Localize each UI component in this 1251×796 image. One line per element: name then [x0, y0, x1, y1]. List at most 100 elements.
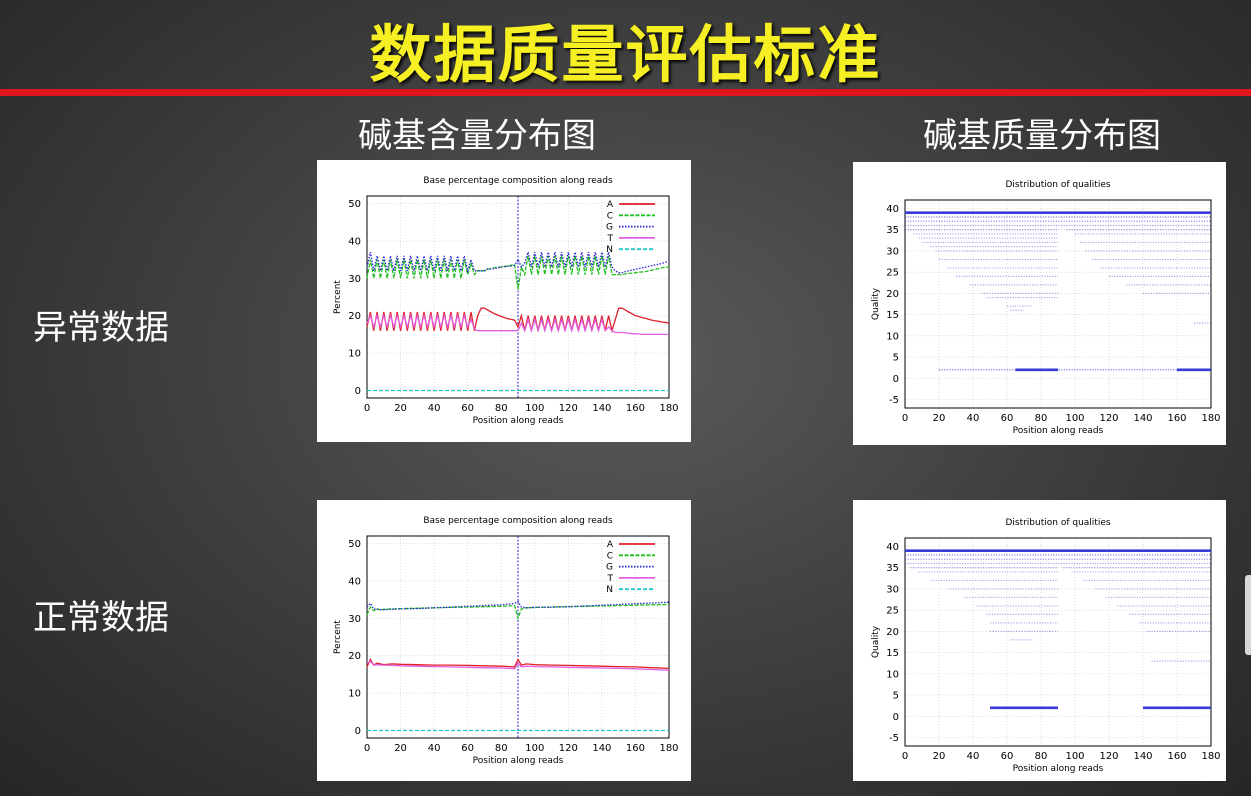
y-tick-label: 50 [348, 539, 361, 550]
x-tick-label: 20 [394, 743, 407, 754]
title-divider [0, 89, 1251, 96]
series-line-A [366, 307, 670, 334]
x-tick-label: 180 [1201, 413, 1220, 424]
y-tick-label: -5 [889, 733, 899, 744]
x-tick-label: 20 [933, 751, 946, 762]
page-title: 数据质量评估标准 [369, 18, 882, 91]
y-tick-label: 0 [893, 712, 899, 723]
row-label-normal: 正常数据 [33, 598, 169, 638]
legend-label: C [607, 551, 613, 561]
x-tick-label: 120 [559, 403, 578, 414]
x-tick-label: 40 [967, 413, 980, 424]
y-tick-label: 10 [348, 689, 361, 700]
x-tick-label: 160 [626, 403, 645, 414]
y-tick-label: 5 [893, 353, 899, 364]
plot-frame [904, 199, 1212, 409]
x-tick-label: 0 [902, 413, 908, 424]
x-tick-label: 60 [1001, 751, 1014, 762]
chart-title: Base percentage composition along reads [423, 176, 613, 186]
x-axis-label: Position along reads [473, 756, 564, 766]
series-line-C [366, 255, 669, 290]
x-tick-label: 60 [1001, 413, 1014, 424]
legend-label: A [607, 540, 614, 550]
y-tick-label: 10 [886, 331, 899, 342]
y-tick-label: 40 [886, 542, 899, 553]
chart-title: Distribution of qualities [1005, 180, 1110, 190]
chart-title: Distribution of qualities [1005, 518, 1110, 528]
x-tick-label: 180 [1201, 751, 1220, 762]
series-line-G [366, 600, 670, 611]
y-tick-label: 40 [886, 204, 899, 215]
y-tick-label: 20 [886, 627, 899, 638]
series-line-T [366, 313, 669, 336]
x-tick-label: 120 [1099, 413, 1118, 424]
x-tick-label: 20 [933, 413, 946, 424]
x-tick-label: 140 [1133, 751, 1152, 762]
y-tick-label: 15 [886, 310, 899, 321]
x-tick-label: 80 [495, 403, 508, 414]
legend-label: G [606, 223, 613, 233]
x-tick-label: 20 [394, 403, 407, 414]
x-tick-label: 80 [1035, 751, 1048, 762]
y-tick-label: 25 [886, 606, 899, 617]
composition-chart-abnormal: 0 20 40 60 80 100 120 140 160 180 0 10 20 30 40 50 Base … [333, 176, 679, 426]
y-tick-label: 35 [886, 563, 899, 574]
x-tick-label: 80 [495, 743, 508, 754]
x-tick-label: 160 [1167, 413, 1186, 424]
x-tick-label: 100 [525, 743, 544, 754]
y-tick-label: -5 [889, 395, 899, 406]
series-line-G [366, 249, 670, 274]
x-tick-label: 160 [1167, 751, 1186, 762]
legend-label: T [607, 574, 614, 584]
y-tick-label: 5 [893, 691, 899, 702]
quality-chart-normal: 0 20 40 60 80 100 120 140 160 180-505101520253035… [871, 518, 1221, 774]
x-tick-label: 40 [428, 743, 441, 754]
x-tick-label: 0 [902, 751, 908, 762]
x-axis-label: Position along reads [1013, 764, 1104, 774]
y-tick-label: 15 [886, 648, 899, 659]
x-tick-label: 180 [659, 403, 678, 414]
y-tick-label: 10 [348, 349, 361, 360]
x-tick-label: 0 [364, 403, 370, 414]
x-tick-label: 140 [1133, 413, 1152, 424]
y-axis-label: Quality [871, 625, 881, 658]
quality-chart-abnormal: 0 20 40 60 80 100 120 140 160 180-505101520253035… [871, 180, 1221, 436]
y-tick-label: 50 [348, 199, 361, 210]
x-axis-label: Position along reads [473, 416, 564, 426]
column-header-composition: 碱基含量分布图 [358, 116, 596, 156]
column-header-quality: 碱基质量分布图 [923, 116, 1161, 156]
x-axis-label: Position along reads [1013, 426, 1104, 436]
y-tick-label: 10 [886, 669, 899, 680]
y-tick-label: 20 [348, 311, 361, 322]
y-tick-label: 0 [355, 726, 361, 737]
y-tick-label: 30 [886, 246, 899, 257]
x-tick-label: 100 [1065, 413, 1084, 424]
x-tick-label: 180 [659, 743, 678, 754]
y-axis-label: Percent [333, 620, 343, 654]
y-tick-label: 40 [348, 236, 361, 247]
y-tick-label: 30 [886, 584, 899, 595]
chart-panel-normal-composition: 0 20 40 60 80 100 120 140 160 180 0 10 20 30 40 50 Base … [317, 500, 691, 781]
x-tick-label: 40 [428, 403, 441, 414]
x-tick-label: 60 [461, 403, 474, 414]
x-tick-label: 120 [559, 743, 578, 754]
x-tick-label: 140 [592, 403, 611, 414]
x-tick-label: 60 [461, 743, 474, 754]
legend-label: A [607, 200, 614, 210]
y-tick-label: 30 [348, 614, 361, 625]
x-tick-label: 40 [967, 751, 980, 762]
y-tick-label: 35 [886, 225, 899, 236]
legend-label: T [607, 234, 614, 244]
y-tick-label: 25 [886, 268, 899, 279]
y-tick-label: 0 [355, 386, 361, 397]
scroll-edge [1245, 575, 1251, 655]
y-tick-label: 20 [886, 289, 899, 300]
series-line-T [366, 660, 670, 671]
x-tick-label: 100 [525, 403, 544, 414]
row-label-abnormal: 异常数据 [33, 308, 169, 348]
y-tick-label: 40 [348, 576, 361, 587]
legend-label: N [606, 585, 613, 595]
y-tick-label: 30 [348, 274, 361, 285]
x-tick-label: 140 [592, 743, 611, 754]
legend-label: G [606, 563, 613, 573]
